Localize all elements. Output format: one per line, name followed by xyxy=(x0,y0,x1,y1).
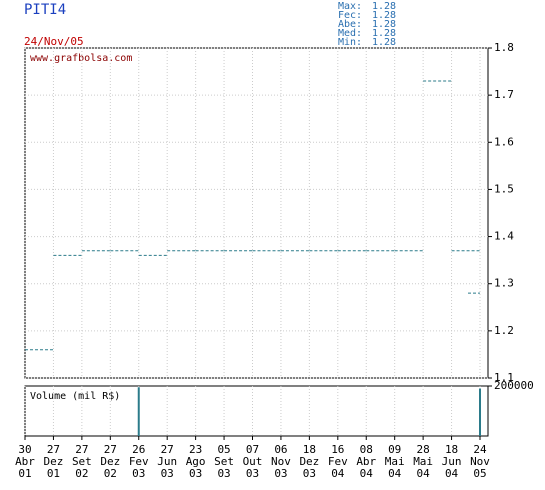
x-tick-label: 04 xyxy=(388,467,402,480)
x-tick-label: 27 xyxy=(75,443,88,456)
x-tick-label: 04 xyxy=(445,467,459,480)
x-tick-label: Dez xyxy=(44,455,64,468)
x-tick-label: Nov xyxy=(470,455,490,468)
x-tick-label: 03 xyxy=(189,467,202,480)
x-tick-label: 04 xyxy=(331,467,345,480)
stat-value: 1.28 xyxy=(372,37,396,48)
x-tick-label: 18 xyxy=(303,443,316,456)
x-tick-label: 02 xyxy=(75,467,88,480)
y-tick-label: 1.3 xyxy=(494,277,514,290)
x-tick-label: 06 xyxy=(274,443,287,456)
x-tick-label: 16 xyxy=(331,443,344,456)
x-tick-label: 28 xyxy=(417,443,430,456)
stat-value: 1.28 xyxy=(372,10,396,21)
volume-label: Volume (mil R$) xyxy=(30,391,120,402)
x-tick-label: 26 xyxy=(132,443,145,456)
x-tick-label: Abr xyxy=(356,455,376,468)
price-frame xyxy=(24,47,489,379)
x-tick-label: Mai xyxy=(385,455,405,468)
x-tick-label: 24 xyxy=(473,443,487,456)
y-tick-label: 1.1 xyxy=(494,371,514,384)
stat-label: Abe: xyxy=(338,19,362,30)
x-tick-label: 03 xyxy=(246,467,259,480)
x-tick-label: Nov xyxy=(271,455,291,468)
stat-label: Max: xyxy=(338,1,362,12)
x-tick-label: 27 xyxy=(47,443,60,456)
x-tick-label: Set xyxy=(72,455,92,468)
x-tick-label: Out xyxy=(243,455,263,468)
stat-label: Fec: xyxy=(338,10,362,21)
stat-value: 1.28 xyxy=(372,19,396,30)
x-tick-label: 07 xyxy=(246,443,259,456)
y-tick-label: 1.2 xyxy=(494,324,514,337)
x-tick-label: 08 xyxy=(360,443,373,456)
x-tick-label: 04 xyxy=(417,467,431,480)
x-tick-label: 27 xyxy=(161,443,174,456)
x-tick-label: Dez xyxy=(100,455,120,468)
x-tick-label: 03 xyxy=(132,467,145,480)
x-tick-label: Abr xyxy=(15,455,35,468)
volume-bar xyxy=(479,388,481,436)
x-tick-label: 05 xyxy=(473,467,486,480)
x-tick-label: Dez xyxy=(299,455,319,468)
y-tick-label: 1.5 xyxy=(494,182,514,195)
x-tick-label: 03 xyxy=(303,467,316,480)
y-tick-label: 1.4 xyxy=(494,230,514,243)
x-tick-label: Fev xyxy=(129,455,149,468)
x-tick-label: 04 xyxy=(360,467,374,480)
y-tick-label: 1.6 xyxy=(494,135,514,148)
volume-bar xyxy=(137,387,140,436)
x-tick-label: 05 xyxy=(217,443,230,456)
x-tick-label: 03 xyxy=(274,467,287,480)
x-tick-label: Jun xyxy=(157,455,177,468)
watermark: www.grafbolsa.com xyxy=(30,53,132,64)
date: 24/Nov/05 xyxy=(24,35,84,48)
x-tick-label: 02 xyxy=(104,467,117,480)
x-tick-label: Ago xyxy=(186,455,206,468)
x-tick-label: 30 xyxy=(18,443,31,456)
x-tick-label: Mai xyxy=(413,455,433,468)
x-tick-label: Set xyxy=(214,455,234,468)
stat-label: Med: xyxy=(338,28,362,39)
x-tick-label: 01 xyxy=(18,467,31,480)
x-tick-label: Fev xyxy=(328,455,348,468)
x-tick-label: 27 xyxy=(104,443,117,456)
x-tick-label: Jun xyxy=(442,455,462,468)
stat-value: 1.28 xyxy=(372,1,396,12)
x-tick-label: 01 xyxy=(47,467,60,480)
x-tick-label: 03 xyxy=(161,467,174,480)
x-tick-label: 18 xyxy=(445,443,458,456)
y-tick-label: 1.7 xyxy=(494,88,514,101)
y-tick-label: 200000 xyxy=(494,379,534,392)
x-tick-label: 09 xyxy=(388,443,401,456)
symbol: PITI4 xyxy=(24,2,66,18)
x-tick-label: 03 xyxy=(217,467,230,480)
stat-value: 1.28 xyxy=(372,28,396,39)
y-tick-label: 1.8 xyxy=(494,41,514,54)
stat-label: Min: xyxy=(338,37,362,48)
x-tick-label: 23 xyxy=(189,443,202,456)
